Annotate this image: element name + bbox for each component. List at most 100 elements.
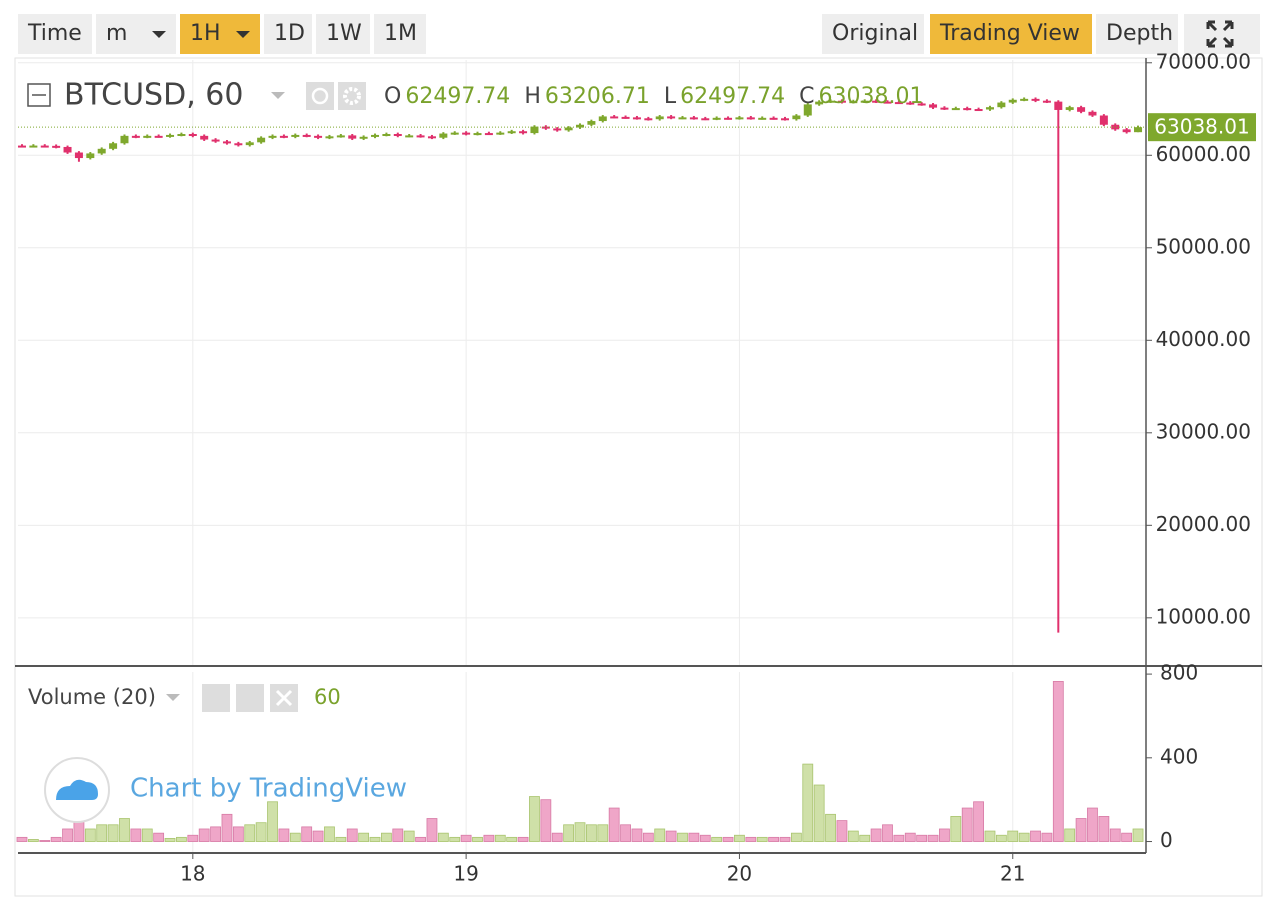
close-icon[interactable] bbox=[270, 684, 298, 712]
y-tick-label: 50000.00 bbox=[1156, 234, 1251, 258]
candle-body bbox=[1088, 111, 1097, 116]
volume-value: 60 bbox=[314, 685, 341, 709]
interval-button[interactable]: 1D bbox=[264, 14, 312, 54]
volume-bar bbox=[232, 826, 244, 842]
volume-bar bbox=[381, 832, 392, 842]
volume-bar bbox=[642, 832, 654, 842]
interval-dropdown[interactable]: m bbox=[96, 14, 176, 54]
candle-body bbox=[416, 135, 425, 138]
volume-bar bbox=[278, 828, 290, 842]
volume-bar bbox=[699, 834, 711, 842]
collapse-icon[interactable] bbox=[27, 83, 51, 107]
interval-button[interactable]: 1M bbox=[374, 14, 426, 54]
y-tick-label: 30000.00 bbox=[1156, 419, 1251, 443]
view-button[interactable]: Depth bbox=[1096, 14, 1178, 54]
caret bbox=[236, 31, 250, 38]
candle-body bbox=[234, 143, 243, 146]
fullscreen-button[interactable] bbox=[1184, 14, 1260, 54]
y-tick-label: 10000.00 bbox=[1156, 604, 1251, 628]
candle-body bbox=[792, 115, 801, 120]
candle-body bbox=[655, 116, 664, 120]
volume-bar bbox=[210, 826, 221, 842]
candle-body bbox=[74, 152, 83, 159]
view-button[interactable]: Original bbox=[822, 14, 924, 54]
volume-bar bbox=[711, 836, 723, 842]
volume-bar bbox=[369, 836, 381, 842]
volume-bar bbox=[130, 828, 142, 842]
volume-bar bbox=[494, 834, 506, 842]
candle-body bbox=[143, 135, 152, 138]
volume-bar bbox=[449, 836, 461, 842]
volume-bar bbox=[301, 826, 313, 842]
volume-bar bbox=[255, 822, 267, 842]
interval-button[interactable]: 1W bbox=[316, 14, 370, 54]
candle-body bbox=[382, 134, 391, 137]
candle-body bbox=[837, 100, 846, 103]
volume-bar bbox=[460, 834, 472, 842]
candle-body bbox=[769, 117, 778, 120]
settings-icon[interactable] bbox=[236, 684, 264, 712]
interval-dropdown[interactable]: 1H bbox=[180, 14, 260, 54]
settings-icon[interactable] bbox=[338, 82, 366, 110]
candle-body bbox=[131, 135, 140, 138]
candle-body bbox=[872, 100, 881, 103]
eye-icon[interactable] bbox=[202, 684, 230, 712]
volume-tick-label: 0 bbox=[1160, 828, 1173, 852]
time-button[interactable]: Time bbox=[18, 14, 92, 54]
candle-body bbox=[951, 108, 960, 111]
y-tick-label: 20000.00 bbox=[1156, 512, 1251, 536]
candle-body bbox=[564, 127, 573, 131]
volume-bar bbox=[198, 828, 210, 842]
candle-body bbox=[450, 132, 459, 135]
volume-bar bbox=[779, 836, 791, 842]
candle-body bbox=[154, 135, 163, 138]
ohlc-legend: O 62497.74 H 63206.71 L 62497.74 C 63038.01 bbox=[384, 84, 923, 109]
ohlc-letter: O bbox=[384, 84, 401, 109]
eye-icon[interactable] bbox=[306, 82, 334, 110]
volume-bar bbox=[39, 840, 51, 842]
candle-body bbox=[1042, 100, 1051, 103]
volume-bar bbox=[790, 832, 802, 842]
candle-body bbox=[598, 116, 607, 122]
volume-bar bbox=[324, 826, 335, 842]
volume-bar bbox=[597, 824, 609, 842]
volume-bar bbox=[665, 830, 677, 842]
volume-bar bbox=[267, 801, 278, 842]
candle-body bbox=[291, 134, 300, 137]
candle-body bbox=[940, 107, 949, 110]
candle-body bbox=[507, 131, 516, 134]
symbol: BTCUSD, 60 bbox=[64, 78, 243, 113]
view-button[interactable]: Trading View bbox=[930, 14, 1092, 54]
ohlc-letter: H bbox=[524, 84, 541, 109]
candle-body bbox=[780, 118, 789, 121]
volume-bar bbox=[107, 824, 119, 842]
volume-bar bbox=[802, 763, 814, 842]
volume-caret bbox=[166, 694, 180, 701]
volume-bar bbox=[1132, 828, 1144, 842]
candle-body bbox=[405, 135, 414, 138]
volume-bar bbox=[620, 824, 631, 842]
x-tick-label: 20 bbox=[727, 862, 752, 886]
volume-bar bbox=[392, 828, 404, 842]
ohlc-value: 62497.74 bbox=[680, 84, 785, 109]
candle-body bbox=[712, 117, 721, 120]
candle-body bbox=[336, 135, 345, 138]
volume-bar bbox=[506, 836, 518, 842]
candle-body bbox=[97, 148, 106, 154]
candle-body bbox=[553, 128, 562, 131]
candle-body bbox=[985, 107, 994, 110]
candle-body bbox=[359, 136, 368, 139]
volume-bar bbox=[437, 832, 449, 842]
candle-body bbox=[815, 101, 824, 105]
volume-bar bbox=[585, 824, 597, 842]
volume-bar bbox=[1098, 816, 1110, 842]
volume-bar bbox=[927, 834, 939, 842]
candle-body bbox=[40, 145, 49, 148]
volume-bar bbox=[608, 807, 620, 842]
volume-bar bbox=[403, 830, 415, 842]
volume-bar bbox=[346, 828, 358, 842]
volume-bar bbox=[1075, 818, 1087, 842]
candle-body bbox=[530, 126, 539, 134]
volume-bar bbox=[164, 837, 176, 842]
close-glyph bbox=[275, 689, 293, 707]
